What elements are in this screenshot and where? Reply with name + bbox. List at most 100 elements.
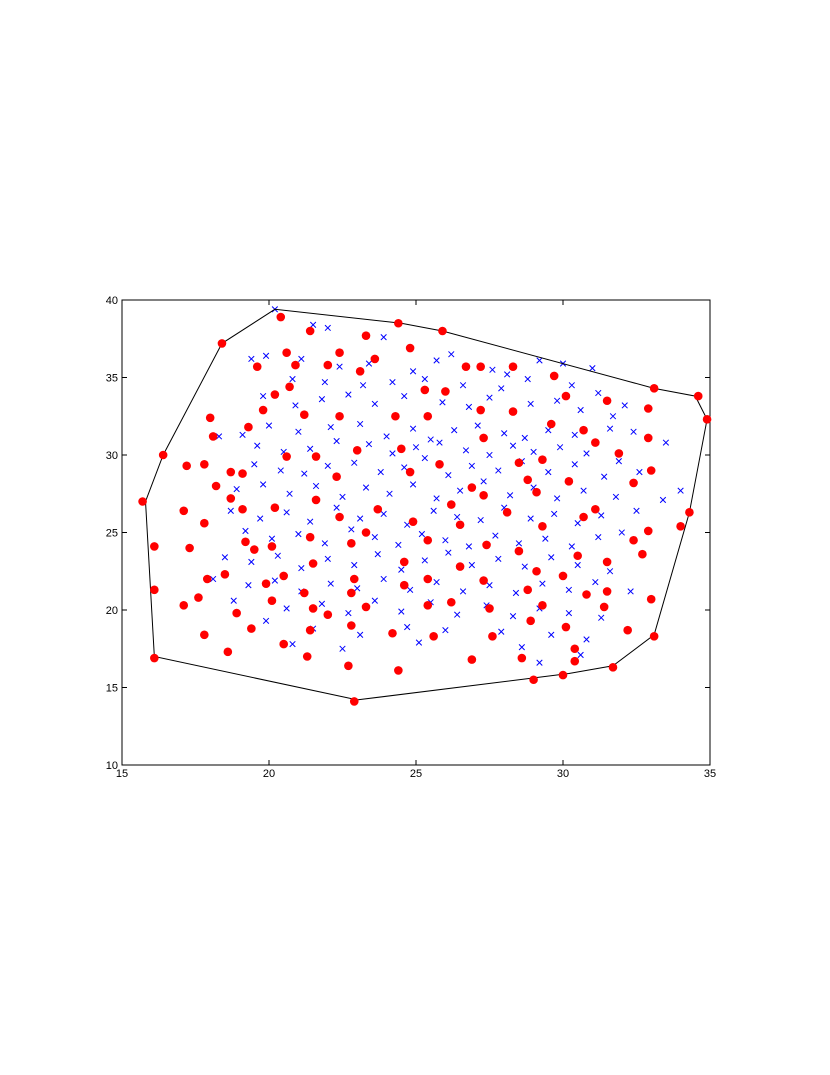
dot-point [138,497,147,506]
dot-point [570,644,580,654]
dot-point [200,630,209,640]
cross-point [348,526,355,533]
cross-point [462,447,470,454]
dot-point [182,461,191,471]
dot-point [394,318,403,328]
cross-point [542,535,549,542]
cross-point [545,427,552,434]
cross-point [401,464,408,471]
cross-point [565,586,573,594]
cross-point [380,510,387,518]
cross-point [365,440,373,448]
cross-point [521,434,528,442]
cross-point [574,520,581,527]
cross-point [274,552,281,559]
cross-point [636,468,643,476]
cross-point [221,554,229,561]
dot-point [558,670,568,680]
cross-point [495,467,502,474]
dot-point [150,653,159,663]
dot-point [388,628,397,638]
cross-point [468,462,476,470]
dot-point [629,535,638,545]
cross-point [553,495,561,502]
cross-point [271,577,279,584]
cross-point [356,420,364,428]
cross-point [618,529,625,536]
dot-point [261,579,271,588]
dot-point [608,663,618,672]
cross-point [551,510,558,518]
dot-point [523,585,533,595]
dot-point [579,425,588,435]
cross-point [627,588,634,595]
cross-point [459,588,467,595]
dot-point [502,508,512,517]
dot-point [150,542,159,551]
cross-point [521,563,528,570]
cross-point [433,495,440,502]
cross-point [389,450,396,457]
cross-point [465,543,473,550]
y-tick-label: 30 [106,450,118,462]
dot-point [270,390,280,399]
dot-point [179,506,189,516]
dot-point [508,407,518,416]
dot-point [226,494,236,503]
cross-point [515,540,523,547]
cross-point [324,462,331,470]
dot-point [517,653,527,663]
cross-point [359,382,367,389]
dot-point [646,594,656,604]
dot-point [564,477,574,486]
dot-point [323,610,333,619]
dot-point [208,432,218,441]
dot-point [276,312,286,322]
dot-point [649,384,659,393]
dot-point [211,481,221,491]
dot-point [482,540,491,550]
cross-point [433,578,440,586]
dot-point [311,495,321,505]
y-tick-label: 15 [106,683,118,695]
cross-point [301,470,308,477]
dot-point [238,469,247,478]
cross-point [307,445,314,452]
dot-point [232,608,241,618]
dot-point [373,504,383,514]
cross-point [262,352,270,359]
dot-point [285,382,294,392]
cross-point [339,493,346,501]
cross-point [553,397,561,404]
y-tick-label: 35 [106,373,118,385]
cross-point [480,478,487,485]
cross-point [386,490,393,497]
x-tick-label: 20 [263,768,275,780]
cross-point [439,399,446,406]
dot-point [602,396,612,406]
dot-point [532,487,541,497]
cross-point [371,597,378,604]
cross-point [509,613,517,620]
cross-point [333,504,340,511]
cross-point [486,451,493,459]
dot-point [394,666,403,675]
cross-point [286,490,293,497]
dot-point [685,508,694,517]
dot-point [202,574,212,584]
cross-point [289,640,296,648]
cross-point [295,428,302,435]
cross-point [421,454,428,462]
dot-point [335,512,344,522]
cross-point [321,540,329,547]
cross-point [327,580,334,587]
y-tick-label: 25 [106,528,118,540]
cross-point [598,512,605,519]
cross-point [589,365,596,372]
cross-point [486,582,493,589]
dot-point [179,601,189,610]
dot-point [399,557,409,567]
cross-point [333,437,340,445]
cross-point [509,442,517,449]
